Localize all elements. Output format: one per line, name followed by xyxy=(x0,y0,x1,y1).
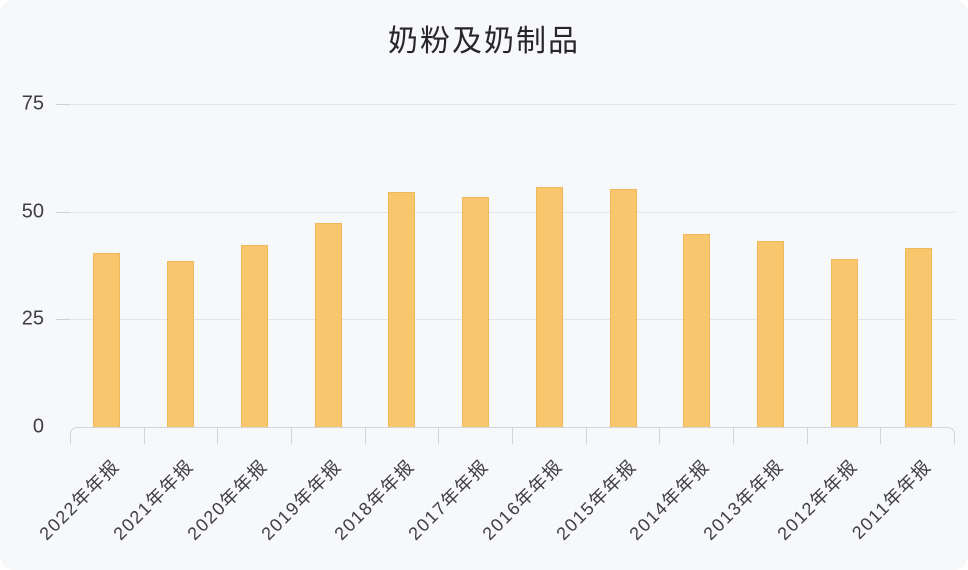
bar-cell xyxy=(439,104,513,427)
y-axis-label: 0 xyxy=(32,415,44,438)
bar-series xyxy=(70,104,955,427)
bar-cell xyxy=(734,104,808,427)
bar-2014年年报 xyxy=(683,234,711,427)
chart-title: 奶粉及奶制品 xyxy=(388,25,580,58)
bar-cell xyxy=(365,104,439,427)
bar-cell xyxy=(144,104,218,427)
bar-2022年年报 xyxy=(93,253,121,427)
plot-area xyxy=(70,104,955,427)
bar-2020年年报 xyxy=(240,245,268,427)
bar-2015年年报 xyxy=(609,189,637,427)
x-axis-labels: 2022年年报 2021年年报 2020年年报 2019年年报 2018年年报 2017年… xyxy=(36,447,955,565)
x-axis-tick-cell xyxy=(808,428,882,444)
bar-2018年年报 xyxy=(388,192,416,427)
gridline xyxy=(70,104,955,105)
y-axis-label: 50 xyxy=(21,200,44,223)
bar-2011年年报 xyxy=(904,248,932,427)
x-axis-tick-cell xyxy=(71,428,145,444)
x-axis-tick-cell xyxy=(292,428,366,444)
bar-2013年年报 xyxy=(757,241,785,427)
x-axis-tick-cell xyxy=(881,428,954,444)
x-axis-tick-cell xyxy=(439,428,514,444)
x-axis xyxy=(70,427,955,444)
bar-cell xyxy=(808,104,882,427)
bar-cell xyxy=(881,104,955,427)
gridline xyxy=(70,211,955,213)
y-axis-tick xyxy=(56,104,70,105)
x-axis-tick-cell xyxy=(145,428,219,444)
bar-2016年年报 xyxy=(535,187,563,427)
bar-2017年年报 xyxy=(462,197,490,427)
bar-cell xyxy=(291,104,365,427)
bar-cell xyxy=(660,104,734,427)
bar-cell xyxy=(218,104,292,427)
bar-2021年年报 xyxy=(167,261,195,427)
x-axis-tick-cell xyxy=(734,428,808,444)
x-axis-tick-cell xyxy=(587,428,661,444)
y-axis-tick xyxy=(56,319,70,321)
bar-cell xyxy=(70,104,144,427)
x-label-cell: 2011年年报 xyxy=(848,447,955,565)
bar-2012年年报 xyxy=(830,259,858,427)
bar-cell xyxy=(586,104,660,427)
y-axis-label: 75 xyxy=(21,92,44,115)
x-axis-tick-cell xyxy=(513,428,587,444)
y-axis-tick xyxy=(56,211,70,213)
y-axis-label: 25 xyxy=(21,307,44,330)
x-axis-tick-cell xyxy=(218,428,293,444)
x-axis-tick-cell xyxy=(660,428,735,444)
x-axis-tick-cell xyxy=(366,428,440,444)
bar-cell xyxy=(513,104,587,427)
bar-2019年年报 xyxy=(314,223,342,427)
gridline xyxy=(70,319,955,321)
